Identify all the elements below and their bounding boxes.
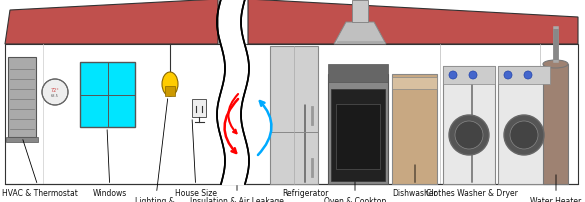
- FancyArrowPatch shape: [258, 102, 271, 155]
- Bar: [543, 65, 568, 184]
- Bar: [165, 87, 175, 97]
- Bar: [80, 63, 135, 127]
- Text: Insulation & Air Leakage: Insulation & Air Leakage: [190, 150, 284, 202]
- Text: HVAC & Thermostat: HVAC & Thermostat: [2, 140, 78, 197]
- Polygon shape: [248, 0, 578, 45]
- Circle shape: [449, 72, 457, 80]
- Text: 68.5: 68.5: [51, 94, 59, 98]
- Text: Windows: Windows: [93, 130, 127, 197]
- Ellipse shape: [543, 61, 568, 69]
- FancyBboxPatch shape: [192, 100, 206, 117]
- Polygon shape: [5, 0, 218, 45]
- Text: Clothes Washer & Dryer: Clothes Washer & Dryer: [426, 70, 518, 197]
- FancyArrowPatch shape: [225, 100, 238, 153]
- Bar: [443, 67, 495, 85]
- Circle shape: [524, 72, 532, 80]
- Bar: [328, 75, 388, 184]
- Text: Lighting &
Misc Loads: Lighting & Misc Loads: [134, 99, 176, 202]
- Bar: [336, 104, 380, 169]
- Bar: [5, 45, 578, 184]
- Bar: [6, 137, 38, 142]
- Bar: [8, 58, 36, 137]
- Bar: [392, 78, 437, 89]
- Text: Oven & Cooktop: Oven & Cooktop: [324, 110, 386, 202]
- Circle shape: [504, 72, 512, 80]
- Circle shape: [42, 80, 68, 105]
- Bar: [392, 75, 437, 184]
- Bar: [270, 47, 318, 184]
- Circle shape: [504, 115, 544, 155]
- Bar: [498, 67, 550, 85]
- Ellipse shape: [162, 73, 178, 97]
- Bar: [331, 89, 385, 181]
- Text: 72°: 72°: [51, 88, 59, 93]
- Text: Dishwasher: Dishwasher: [393, 165, 438, 197]
- Text: Water Heater: Water Heater: [531, 175, 581, 202]
- Bar: [328, 65, 388, 83]
- FancyArrowPatch shape: [228, 95, 238, 134]
- Text: House Size: House Size: [175, 120, 217, 197]
- Bar: [498, 67, 550, 184]
- Circle shape: [469, 72, 477, 80]
- Circle shape: [449, 115, 489, 155]
- Bar: [443, 67, 495, 184]
- Text: Refrigerator: Refrigerator: [282, 105, 328, 197]
- Circle shape: [510, 121, 538, 149]
- Polygon shape: [334, 23, 386, 45]
- Circle shape: [455, 121, 483, 149]
- Bar: [352, 1, 368, 23]
